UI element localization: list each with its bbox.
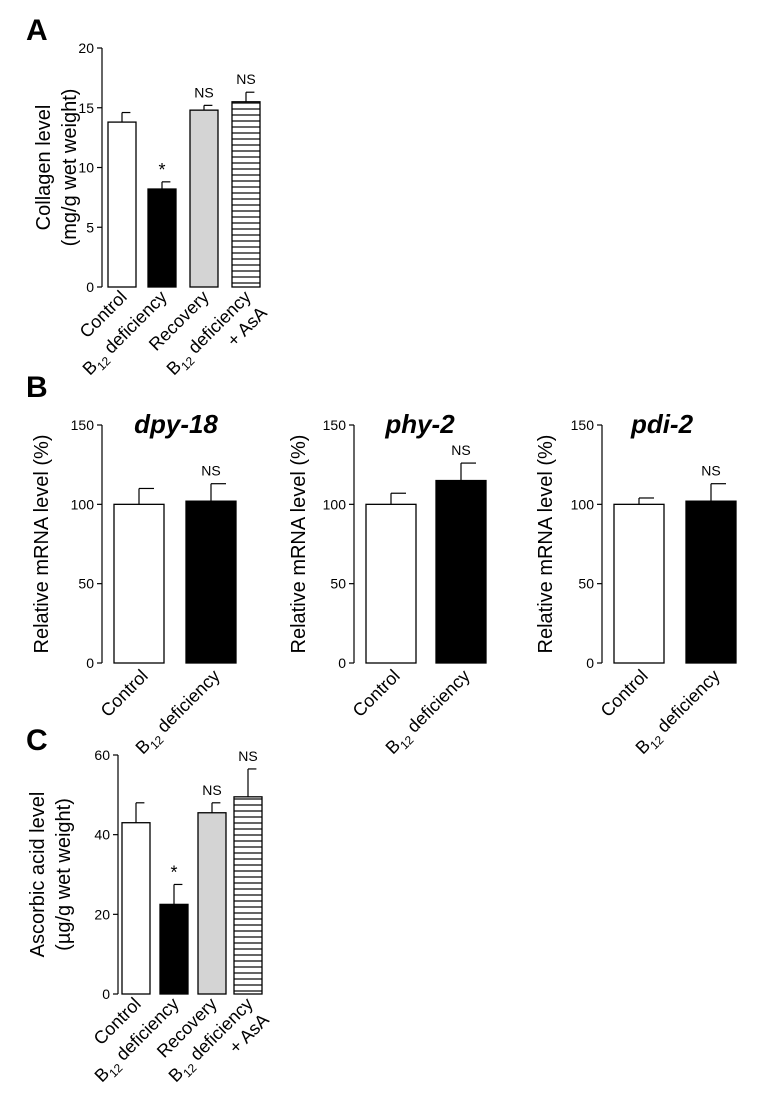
- y-tick-label: 150: [323, 417, 347, 433]
- bar: [197, 812, 227, 995]
- y-tick-label: 5: [86, 219, 94, 235]
- bar: [159, 903, 189, 995]
- y-tick-label: 50: [78, 576, 94, 592]
- bar: [185, 500, 237, 664]
- ns-label: NS: [202, 782, 221, 798]
- panel-label: B: [26, 371, 48, 404]
- y-tick-label: 100: [71, 496, 95, 512]
- y-tick-label: 50: [330, 576, 346, 592]
- chart-panel-4: C 0 20 40 60 Ascorbic acid level (µg/g wet wei…: [26, 724, 273, 1086]
- ns-label: NS: [201, 463, 220, 479]
- y-tick-label: 0: [338, 655, 346, 671]
- bar: [113, 503, 165, 664]
- category-label: Control: [97, 666, 152, 721]
- y-tick-label: 0: [586, 655, 594, 671]
- panel-label: A: [26, 14, 48, 47]
- bar: [685, 500, 737, 664]
- y-axis-label: (µg/g wet weight): [53, 798, 75, 951]
- y-axis-label: Relative mRNA level (%): [288, 435, 310, 654]
- y-tick-label: 20: [78, 40, 94, 56]
- bar: [121, 822, 151, 995]
- y-tick-label: 100: [571, 496, 595, 512]
- panel-label: C: [26, 724, 48, 757]
- y-axis-label: Collagen level: [33, 105, 55, 231]
- y-tick-label: 50: [578, 576, 594, 592]
- ns-label: NS: [238, 748, 257, 764]
- bar: [107, 121, 137, 288]
- y-tick-label: 150: [71, 417, 95, 433]
- y-tick-label: 0: [86, 279, 94, 295]
- y-axis-label: Relative mRNA level (%): [31, 435, 53, 654]
- chart-title: dpy-18: [134, 409, 218, 439]
- chart-panel-3: pdi-2 0 50 100 150 Relative mRNA level (%) Con…: [535, 409, 737, 758]
- y-tick-label: 0: [102, 986, 110, 1002]
- chart-panel-0: A 0 5 10 15 20 Collagen level (mg/g wet weight)…: [26, 14, 271, 379]
- ns-label: NS: [451, 442, 470, 458]
- significance-star: *: [170, 862, 177, 882]
- y-tick-label: 0: [86, 655, 94, 671]
- bar: [233, 796, 263, 995]
- y-tick-label: 10: [78, 160, 94, 176]
- y-axis-label: (mg/g wet weight): [59, 89, 81, 247]
- bar: [231, 101, 261, 288]
- y-tick-label: 100: [323, 496, 347, 512]
- significance-star: *: [158, 160, 165, 180]
- bar: [147, 188, 177, 288]
- y-tick-label: 150: [571, 417, 595, 433]
- bar: [189, 109, 219, 288]
- bar: [365, 503, 417, 664]
- ns-label: NS: [701, 463, 720, 479]
- ns-label: NS: [194, 84, 213, 100]
- y-tick-label: 60: [94, 747, 110, 763]
- y-tick-label: 40: [94, 827, 110, 843]
- bar: [435, 479, 487, 664]
- y-tick-label: 15: [78, 100, 94, 116]
- y-axis-label: Relative mRNA level (%): [535, 435, 557, 654]
- chart-title: phy-2: [384, 409, 455, 439]
- chart-title: pdi-2: [630, 409, 694, 439]
- category-label: Control: [597, 666, 652, 721]
- y-tick-label: 20: [94, 906, 110, 922]
- category-label: Control: [349, 666, 404, 721]
- y-axis-label: Ascorbic acid level: [27, 792, 49, 958]
- bar: [613, 503, 665, 664]
- chart-panel-2: phy-2 0 50 100 150 Relative mRNA level (%) Con…: [288, 409, 487, 758]
- ns-label: NS: [236, 71, 255, 87]
